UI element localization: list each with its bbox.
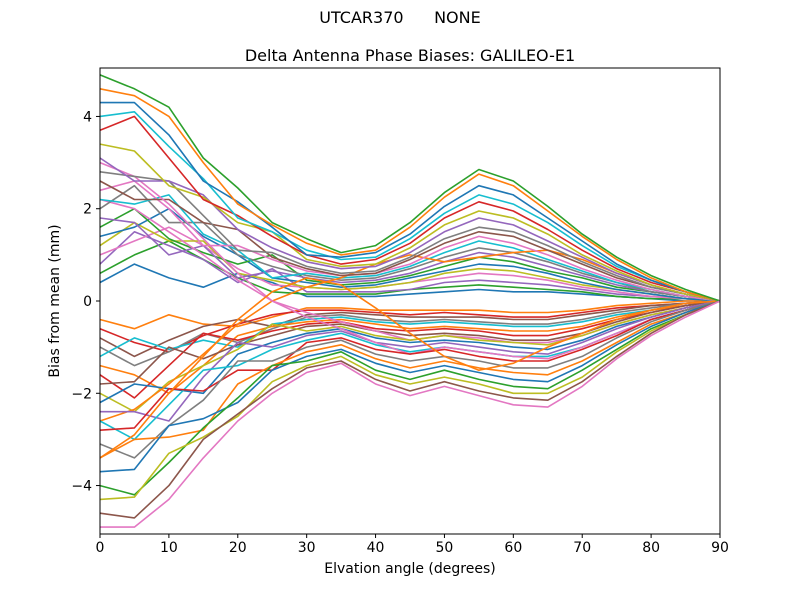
series-line — [99, 207, 721, 302]
series-line — [99, 300, 721, 431]
series-lines — [99, 74, 721, 528]
series-line — [99, 277, 721, 459]
y-tick-label: −4 — [71, 479, 92, 495]
series-line — [99, 300, 721, 413]
x-tick-label: 50 — [436, 540, 454, 556]
series-line — [99, 300, 721, 358]
series-line — [99, 171, 721, 302]
series-line — [99, 300, 721, 353]
series-line — [99, 115, 721, 302]
x-tick-label: 0 — [96, 540, 105, 556]
series-line — [99, 300, 721, 459]
series-line — [99, 300, 720, 330]
series-line — [99, 300, 721, 501]
axes-box — [99, 67, 721, 535]
series-line — [99, 194, 721, 302]
x-tick-label: 20 — [229, 540, 247, 556]
y-tick-label: 0 — [83, 294, 92, 310]
y-axis: −4 −2 0 2 4 — [71, 109, 100, 495]
series-line — [100, 101, 721, 302]
series-line — [99, 231, 721, 302]
x-tick-label: 60 — [504, 540, 522, 556]
series-line — [99, 111, 721, 302]
series-line — [99, 74, 721, 302]
series-line — [99, 300, 721, 496]
series-line — [99, 180, 721, 302]
series-line — [99, 207, 721, 302]
series-line — [99, 157, 721, 302]
x-axis-label: Elvation angle (degrees) — [324, 561, 496, 577]
y-axis-label: Bias from mean (mm) — [47, 224, 63, 378]
x-tick-label: 90 — [711, 540, 729, 556]
series-line — [99, 143, 721, 302]
series-line — [100, 300, 721, 422]
series-line — [99, 180, 721, 302]
series-line — [99, 300, 721, 459]
x-axis: 0 10 20 30 40 50 60 70 80 90 — [96, 534, 729, 556]
figure-suptitle: UTCAR370 NONE — [319, 8, 481, 27]
x-tick-label: 80 — [642, 540, 660, 556]
x-tick-label: 70 — [573, 540, 591, 556]
series-line — [99, 300, 721, 473]
chart-title: Delta Antenna Phase Biases: GALILEO-E1 — [244, 46, 576, 65]
series-line — [99, 300, 721, 358]
x-tick-label: 30 — [298, 540, 316, 556]
series-line — [99, 88, 721, 302]
series-line — [100, 300, 721, 528]
y-tick-label: −2 — [71, 386, 92, 402]
series-line — [99, 300, 721, 385]
series-line — [99, 300, 721, 519]
y-tick-label: 4 — [83, 109, 92, 125]
series-line — [99, 300, 721, 404]
y-tick-label: 2 — [83, 202, 92, 218]
x-tick-label: 40 — [367, 540, 385, 556]
x-tick-label: 10 — [160, 540, 178, 556]
